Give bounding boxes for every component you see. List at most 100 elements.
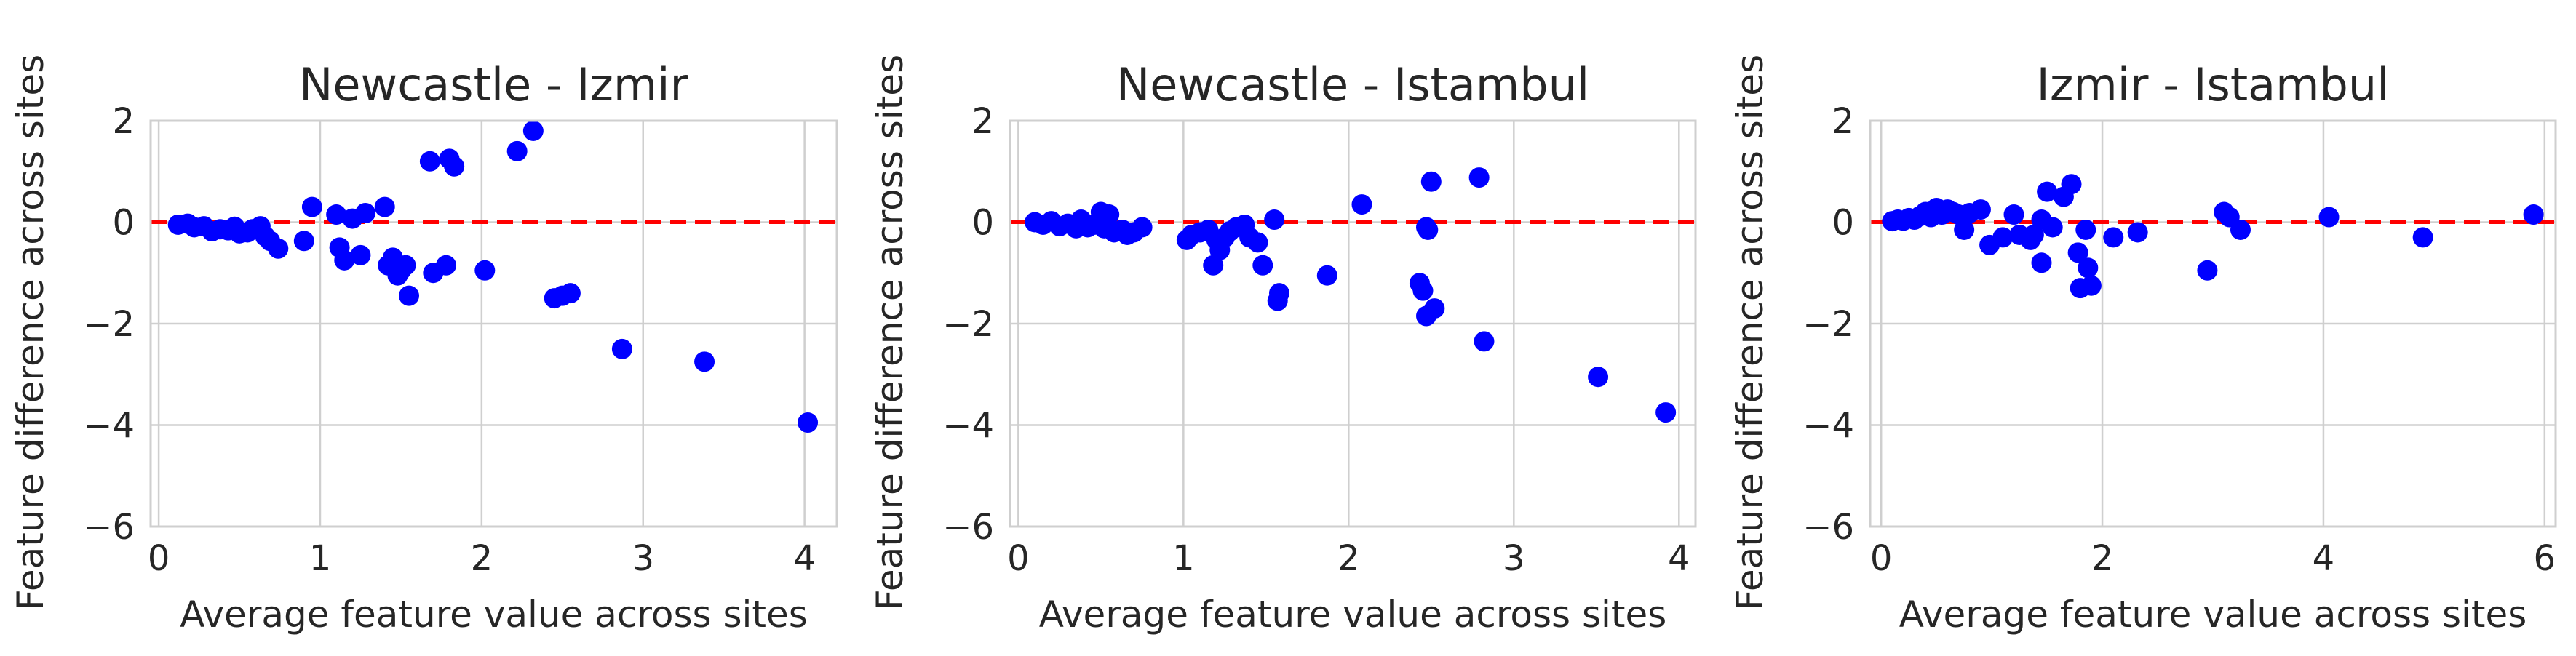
data-point: [2031, 252, 2052, 273]
data-point: [2061, 174, 2082, 195]
data-point: [268, 238, 289, 259]
x-tick-label: 2: [471, 538, 493, 579]
gridlines: [1010, 119, 1696, 528]
data-point: [293, 231, 314, 252]
x-tick-label: 3: [632, 538, 654, 579]
data-point: [2067, 242, 2088, 263]
data-point: [2042, 217, 2063, 238]
data-point: [560, 283, 581, 304]
data-point: [1132, 217, 1153, 238]
data-point: [474, 260, 496, 281]
data-point: [1588, 367, 1609, 388]
x-tick-label: 0: [1007, 538, 1030, 579]
data-point: [1351, 194, 1372, 215]
data-point: [611, 338, 632, 359]
x-tick-label: 4: [793, 538, 816, 579]
y-axis-label: Feature difference across sites: [1729, 55, 1771, 610]
scatter-points: [1882, 174, 2544, 299]
data-point: [2523, 204, 2544, 225]
scatter-points: [167, 120, 819, 433]
y-tick-label: −2: [83, 304, 135, 345]
y-tick-label: −4: [942, 406, 994, 447]
data-point: [419, 151, 440, 172]
data-point: [334, 249, 355, 271]
data-point: [1099, 204, 1120, 225]
y-tick-label: −4: [1802, 406, 1854, 447]
data-point: [399, 285, 420, 306]
data-point: [326, 204, 347, 225]
data-point: [1418, 219, 1439, 240]
data-point: [694, 351, 715, 372]
data-point: [395, 255, 416, 276]
x-tick-label: 1: [309, 538, 332, 579]
x-axis-label: Average feature value across sites: [1039, 593, 1667, 636]
data-point: [1420, 171, 1442, 192]
y-tick-labels: −6 −4 −2 0 2: [1802, 101, 1854, 548]
x-tick-label: 2: [1337, 538, 1360, 579]
data-point: [2412, 227, 2433, 248]
data-point: [1468, 167, 1490, 188]
plot-area-frame: [149, 119, 838, 528]
data-point: [2103, 227, 2124, 248]
chart-title: Izmir - Istambul: [2037, 58, 2390, 111]
data-point: [1655, 402, 1677, 423]
y-tick-labels: −6 −4 −2 0 2: [83, 101, 135, 548]
x-tick-label: 1: [1172, 538, 1195, 579]
data-point: [1424, 298, 1445, 319]
x-axis-label: Average feature value across sites: [1899, 593, 2527, 636]
y-tick-label: 2: [1832, 101, 1854, 142]
y-tick-label: 0: [971, 203, 994, 244]
subplot-izmir-istambul: 0 2 4 6 −6 −4 −2 0 2 Izmir - Istambul Average f…: [1729, 55, 2557, 636]
data-point: [2075, 219, 2096, 240]
x-tick-labels: 0 1 2 3 4: [148, 538, 816, 579]
y-axis-label: Feature difference across sites: [9, 55, 52, 610]
y-tick-label: −2: [942, 304, 994, 345]
x-tick-label: 3: [1503, 538, 1525, 579]
data-point: [2197, 260, 2218, 281]
x-axis-label: Average feature value across sites: [180, 593, 808, 636]
data-point: [2230, 219, 2251, 240]
x-tick-label: 2: [2091, 538, 2114, 579]
gridlines: [151, 119, 837, 528]
chart-title: Newcastle - Istambul: [1116, 58, 1589, 111]
plot-area-frame: [1869, 119, 2557, 528]
data-point: [355, 202, 376, 223]
y-tick-labels: −6 −4 −2 0 2: [942, 101, 994, 548]
data-point: [1247, 232, 1268, 253]
y-tick-label: −2: [1802, 304, 1854, 345]
data-point: [2127, 222, 2148, 243]
scatter-points: [1025, 167, 1677, 423]
data-point: [2080, 275, 2102, 296]
data-point: [2078, 257, 2099, 279]
x-tick-label: 0: [1870, 538, 1893, 579]
y-tick-label: 2: [112, 101, 135, 142]
data-point: [506, 140, 528, 161]
plot-area-frame: [1009, 119, 1697, 528]
data-point: [1203, 255, 1224, 276]
data-point: [522, 120, 544, 141]
y-tick-label: −6: [942, 507, 994, 548]
data-point: [798, 412, 819, 433]
data-point: [444, 156, 465, 177]
data-point: [2023, 224, 2044, 245]
data-point: [301, 196, 322, 217]
data-point: [436, 255, 457, 276]
chart-title: Newcastle - Izmir: [299, 58, 689, 111]
data-point: [1412, 280, 1434, 301]
x-tick-label: 6: [2534, 538, 2556, 579]
y-tick-label: −6: [1802, 507, 1854, 548]
y-axis-label: Feature difference across sites: [869, 55, 911, 610]
data-point: [1268, 283, 1289, 304]
y-tick-label: 2: [971, 101, 994, 142]
x-tick-label: 4: [2313, 538, 2335, 579]
data-point: [2003, 204, 2024, 225]
x-tick-labels: 0 1 2 3 4: [1007, 538, 1690, 579]
data-point: [1970, 199, 1991, 220]
x-tick-label: 0: [148, 538, 170, 579]
x-tick-labels: 0 2 4 6: [1870, 538, 2556, 579]
data-point: [350, 244, 371, 265]
data-point: [2037, 181, 2058, 202]
data-point: [374, 196, 395, 217]
y-tick-label: −4: [83, 406, 135, 447]
